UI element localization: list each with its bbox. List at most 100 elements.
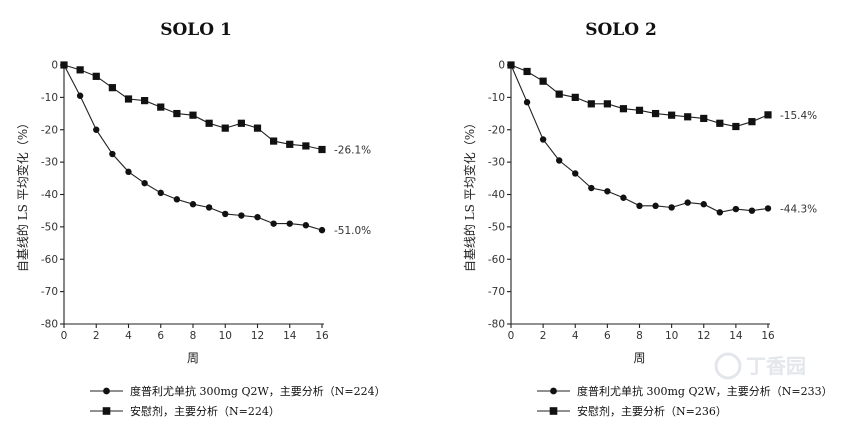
chart-panel-1: SOLO 10-10-20-30-40-50-60-70-800 2 4 6 8 10 12…: [15, 20, 386, 418]
legend-label: 安慰剂，主要分析（N=236）: [577, 404, 727, 418]
data-point: [588, 184, 595, 192]
series-end-label: -15.4%: [780, 110, 817, 122]
data-point: [189, 111, 197, 119]
y-tick-label: -50: [488, 221, 505, 233]
data-point: [109, 150, 116, 158]
data-point: [555, 90, 563, 98]
series-dupilumab: -51.0%: [60, 61, 371, 237]
watermark-logo-icon: [714, 352, 742, 380]
x-tick-label: 4: [572, 330, 579, 342]
x-tick-label: 16: [315, 330, 329, 342]
data-point: [700, 114, 708, 123]
legend-square-marker: [102, 407, 111, 415]
y-axis-label: 自基线的 LS 平均变化（%）: [15, 117, 30, 272]
data-point: [270, 220, 277, 227]
data-point: [651, 109, 660, 118]
data-point: [254, 213, 261, 221]
data-point: [684, 199, 691, 206]
data-point: [587, 100, 595, 108]
y-tick-label: -60: [488, 254, 505, 266]
x-tick-label: 0: [61, 330, 68, 342]
data-point: [302, 222, 310, 229]
data-point: [157, 103, 165, 111]
series-line: [63, 64, 323, 151]
x-tick-label: 14: [283, 330, 297, 342]
data-point: [286, 220, 293, 227]
data-point: [732, 205, 740, 213]
legend-label: 度普利尤单抗 300mg Q2W，主要分析（N=224）: [130, 384, 386, 398]
x-tick-label: 2: [93, 330, 100, 342]
x-tick-label: 8: [636, 330, 643, 342]
data-point: [189, 201, 197, 208]
x-axis-label: 周: [187, 351, 199, 365]
data-point: [684, 113, 692, 121]
y-tick-label: 0: [51, 60, 58, 72]
data-point: [173, 109, 181, 118]
series-end-label: -26.1%: [334, 144, 371, 156]
data-point: [108, 84, 116, 92]
y-tick-label: -30: [41, 157, 58, 169]
data-point: [205, 204, 213, 211]
legend-entry: 度普利尤单抗 300mg Q2W，主要分析（N=233）: [537, 384, 833, 398]
y-tick-label: -10: [41, 92, 58, 104]
data-point: [539, 77, 547, 85]
data-point: [221, 124, 229, 132]
data-point: [60, 61, 68, 69]
x-tick-label: 4: [125, 330, 132, 342]
legend-label: 安慰剂，主要分析（N=224）: [130, 404, 280, 418]
data-point: [571, 93, 579, 101]
data-point: [603, 100, 611, 108]
data-point: [523, 99, 531, 106]
data-point: [318, 226, 326, 234]
y-tick-label: -80: [41, 319, 58, 331]
data-point: [764, 205, 772, 212]
data-point: [539, 136, 547, 143]
y-tick-label: -30: [488, 157, 505, 169]
data-point: [507, 61, 515, 69]
x-tick-label: 12: [251, 330, 264, 342]
data-point: [76, 66, 84, 74]
series-end-label: -51.0%: [334, 225, 371, 237]
data-point: [302, 142, 310, 150]
legend-square-marker: [549, 407, 558, 415]
x-tick-label: 16: [761, 330, 775, 342]
series-line: [510, 64, 769, 213]
data-point: [76, 92, 84, 99]
x-tick-label: 14: [729, 330, 743, 342]
data-point: [748, 207, 756, 214]
x-tick-label: 10: [665, 330, 678, 342]
y-tick-label: 0: [498, 60, 505, 72]
data-point: [732, 122, 740, 131]
y-tick-label: -70: [488, 286, 505, 298]
x-tick-label: 6: [604, 330, 611, 342]
data-point: [222, 210, 229, 218]
chart-title: SOLO 2: [585, 20, 657, 40]
x-tick-label: 8: [190, 330, 197, 342]
data-point: [93, 126, 100, 133]
data-point: [253, 124, 262, 132]
data-point: [700, 201, 707, 208]
data-point: [92, 72, 100, 80]
data-point: [636, 202, 643, 210]
data-point: [652, 202, 659, 210]
y-axis-label: 自基线的 LS 平均变化（%）: [462, 117, 477, 272]
y-tick-label: -80: [488, 319, 505, 331]
legend-entry: 安慰剂，主要分析（N=224）: [90, 404, 280, 418]
chart-panel-2: SOLO 20-10-20-30-40-50-60-70-800 2 4 6 8 10 12…: [462, 20, 833, 418]
x-tick-label: 0: [508, 330, 515, 342]
legend-entry: 安慰剂，主要分析（N=236）: [537, 404, 727, 418]
data-point: [716, 209, 724, 216]
y-tick-label: -60: [41, 254, 58, 266]
x-axis-label: 周: [633, 351, 645, 365]
data-point: [604, 188, 611, 195]
data-point: [205, 119, 213, 127]
watermark-text: 丁香园: [746, 354, 806, 378]
data-point: [318, 145, 326, 154]
data-point: [764, 111, 772, 119]
series-end-label: -44.3%: [780, 203, 817, 215]
x-tick-label: 2: [540, 330, 547, 342]
data-point: [555, 157, 563, 164]
data-point: [237, 119, 245, 127]
x-tick-label: 12: [697, 330, 710, 342]
